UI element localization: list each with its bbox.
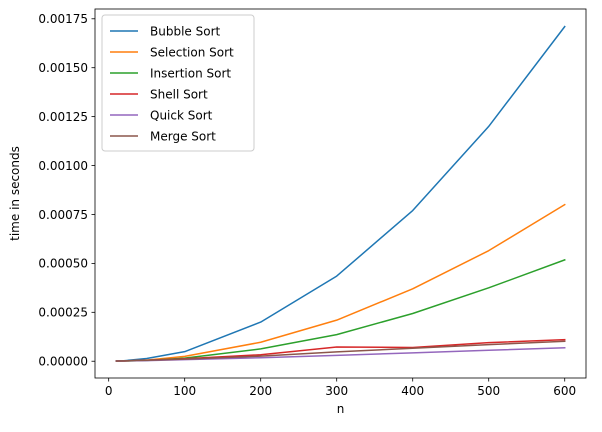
- y-axis-ticks: 0.00000 0.00025 0.00050 0.00075 0.00100 0.001…: [38, 12, 95, 369]
- y-tick-label: 0.00075: [38, 208, 88, 222]
- y-tick-label: 0.00175: [38, 12, 88, 26]
- legend: Bubble Sort Selection Sort Insertion Sort S…: [101, 14, 255, 152]
- x-tick-label: 500: [477, 384, 500, 398]
- x-axis-ticks: 0 100 200 300 400 500 600: [105, 378, 576, 398]
- legend-label: Selection Sort: [150, 45, 234, 59]
- series-layer: [115, 25, 566, 362]
- y-tick-label: 0.00100: [38, 159, 88, 173]
- legend-label: Shell Sort: [150, 87, 208, 101]
- legend-box: [101, 14, 255, 152]
- y-tick-label: 0.00150: [38, 61, 88, 75]
- y-tick-label: 0.00050: [38, 257, 88, 271]
- x-tick-label: 600: [553, 384, 576, 398]
- x-axis-label: n: [337, 402, 345, 416]
- legend-label: Insertion Sort: [150, 66, 231, 80]
- x-tick-label: 300: [325, 384, 348, 398]
- x-tick-label: 400: [401, 384, 424, 398]
- y-tick-label: 0.00025: [38, 306, 88, 320]
- legend-label: Merge Sort: [150, 129, 216, 143]
- x-tick-label: 100: [173, 384, 196, 398]
- legend-label: Bubble Sort: [150, 24, 220, 38]
- x-tick-label: 200: [249, 384, 272, 398]
- plot-frame: [94, 8, 587, 379]
- x-tick-label: 0: [105, 384, 113, 398]
- series-line-merge-sort: [115, 340, 566, 362]
- legend-label: Quick Sort: [150, 108, 213, 122]
- y-tick-label: 0.00125: [38, 110, 88, 124]
- series-line-selection-sort: [115, 203, 566, 362]
- series-line-insertion-sort: [115, 258, 566, 362]
- y-tick-label: 0.00000: [38, 355, 88, 369]
- y-axis-label: time in seconds: [8, 146, 22, 241]
